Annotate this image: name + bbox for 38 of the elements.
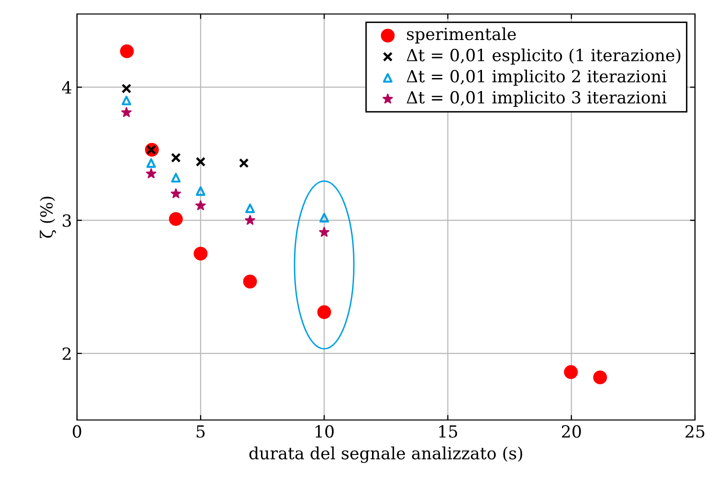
- point: [317, 305, 332, 320]
- point: [319, 226, 330, 237]
- x-axis-title: durata del segnale analizzato (s): [249, 446, 522, 463]
- y-tick-label: 3: [62, 214, 71, 227]
- legend-label: Δt = 0,01 implicito 3 iterazioni: [406, 90, 666, 107]
- point: [168, 212, 183, 226]
- point: [170, 152, 181, 163]
- x-tick-label: 15: [439, 425, 458, 438]
- point: [196, 186, 206, 196]
- y-tick-label: 2: [62, 347, 71, 360]
- point: [195, 200, 206, 210]
- x-tick-label: 5: [196, 425, 205, 438]
- point: [243, 274, 257, 288]
- point: [593, 370, 607, 384]
- point: [121, 107, 132, 117]
- point: [120, 44, 134, 58]
- legend-label: sperimentale: [407, 27, 516, 44]
- x-tick-label: 10: [316, 425, 334, 438]
- point: [245, 204, 255, 214]
- point: [564, 365, 578, 379]
- legend-label: Δt = 0,01 esplicito (1 iterazione): [406, 48, 680, 65]
- point: [238, 158, 249, 168]
- y-axis-title: ζ (%): [40, 196, 56, 238]
- point: [122, 96, 132, 106]
- point: [122, 84, 132, 94]
- point: [196, 156, 206, 167]
- x-tick-label: 0: [72, 425, 82, 438]
- point: [194, 246, 208, 261]
- point: [244, 214, 256, 225]
- point: [146, 158, 156, 168]
- x-tick-label: 25: [686, 425, 704, 438]
- point: [171, 172, 181, 183]
- x-tick-label: 20: [562, 425, 581, 438]
- point: [170, 188, 182, 198]
- legend-label: Δt = 0,01 implicito 2 iterazioni: [406, 70, 666, 86]
- point: [319, 212, 329, 222]
- y-tick-label: 4: [62, 81, 72, 94]
- point: [146, 168, 156, 178]
